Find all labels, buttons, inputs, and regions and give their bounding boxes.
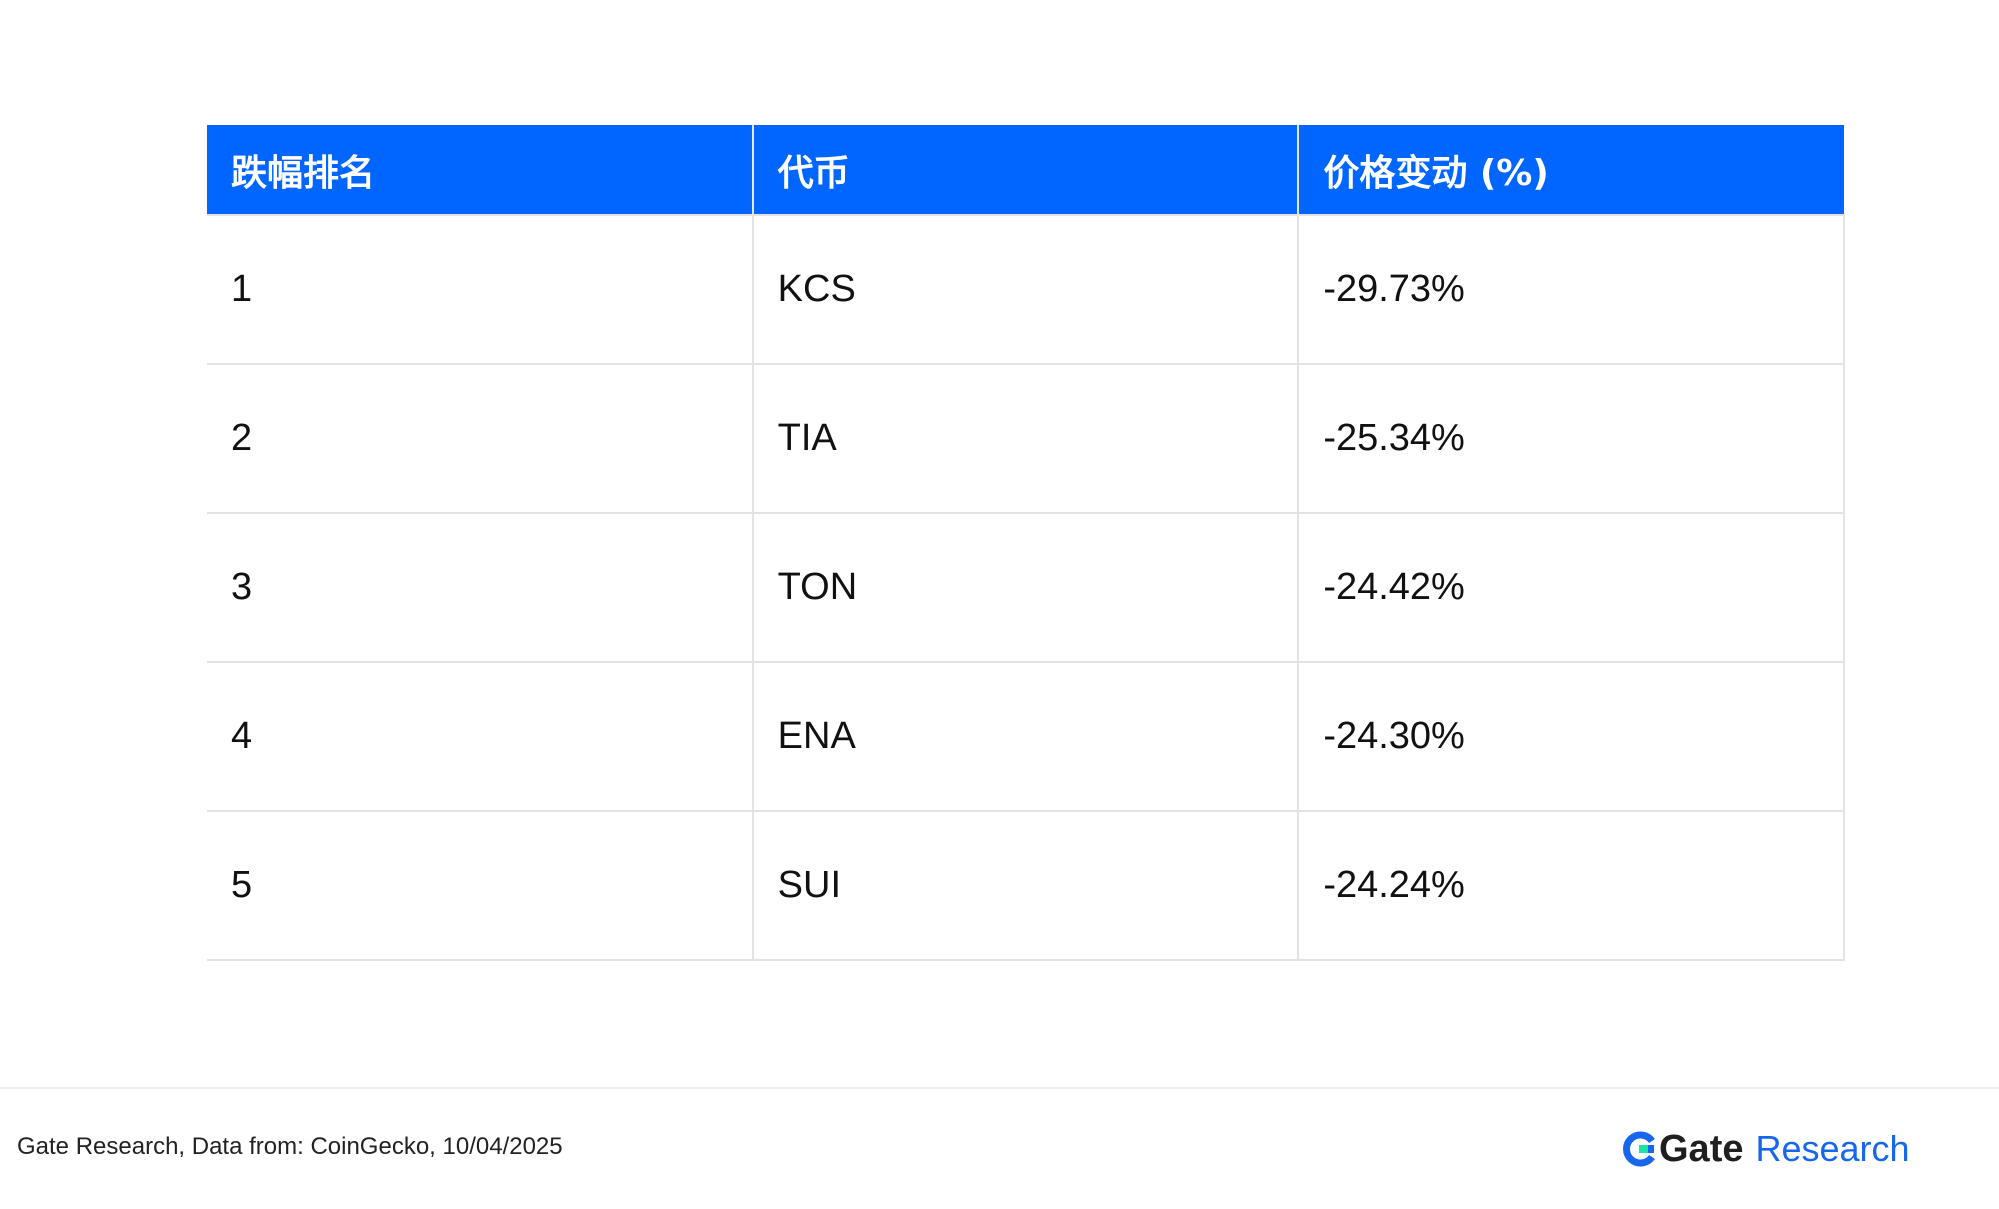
price-change-cell: -29.73% xyxy=(1297,214,1845,365)
rank-cell: 2 xyxy=(207,363,754,514)
gate-research-logo: Gate Research xyxy=(1622,1125,1910,1173)
token-cell: TIA xyxy=(751,363,1300,514)
brand-suffix: Research xyxy=(1755,1128,1910,1169)
rank-cell: 5 xyxy=(207,810,754,961)
header-rank: 跌幅排名 xyxy=(207,125,754,215)
price-change-cell: -25.34% xyxy=(1297,363,1845,514)
rank-cell: 1 xyxy=(207,214,754,365)
table-row: 5 SUI -24.24% xyxy=(207,810,1845,961)
price-change-cell: -24.42% xyxy=(1297,512,1845,663)
brand-name: Gate xyxy=(1659,1127,1744,1170)
footer-divider xyxy=(0,1087,1999,1089)
token-cell: SUI xyxy=(751,810,1300,961)
token-cell: KCS xyxy=(751,214,1300,365)
token-cell: TON xyxy=(751,512,1300,663)
table-row: 3 TON -24.42% xyxy=(207,512,1845,663)
header-token: 代币 xyxy=(751,125,1300,215)
source-note: Gate Research, Data from: CoinGecko, 10/… xyxy=(17,1133,563,1160)
table-row: 4 ENA -24.30% xyxy=(207,661,1845,812)
rank-cell: 3 xyxy=(207,512,754,663)
token-cell: ENA xyxy=(751,661,1300,812)
header-price-change: 价格变动 (%) xyxy=(1297,125,1844,215)
table-row: 2 TIA -25.34% xyxy=(207,363,1845,514)
table-row: 1 KCS -29.73% xyxy=(207,214,1845,365)
price-change-cell: -24.30% xyxy=(1297,661,1845,812)
gate-logo-icon xyxy=(1623,1131,1655,1167)
price-change-cell: -24.24% xyxy=(1297,810,1845,961)
price-decline-table: 跌幅排名 代币 价格变动 (%) 1 KCS -29.73% 2 TIA -25… xyxy=(207,125,1845,961)
table-container: 跌幅排名 代币 价格变动 (%) 1 KCS -29.73% 2 TIA -25… xyxy=(207,125,1845,961)
rank-cell: 4 xyxy=(207,661,754,812)
table-header-row: 跌幅排名 代币 价格变动 (%) xyxy=(207,125,1844,215)
